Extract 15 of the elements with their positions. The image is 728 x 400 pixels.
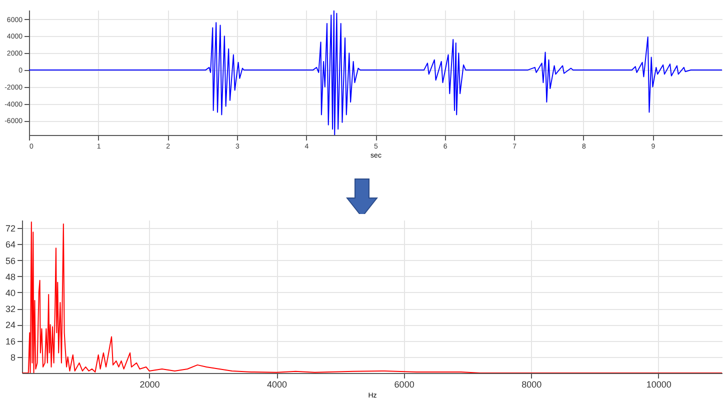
y-tick-label: 48 [5,272,16,282]
y-tick-label: 56 [5,256,16,266]
y-tick-label: 16 [5,336,16,346]
y-tick-label: 24 [5,320,16,330]
y-tick-label: 40 [5,288,16,298]
line-series [22,222,722,373]
x-tick-label: 8000 [522,380,542,390]
x-tick-label: 2000 [140,380,160,390]
y-tick-label: 8 [10,352,16,362]
x-tick-label: 4000 [267,380,288,390]
x-tick-label: 6000 [394,380,414,390]
y-tick-label: 64 [5,240,16,250]
x-tick-label: 10000 [646,380,672,390]
y-tick-label: 32 [5,304,16,314]
y-tick-label: 72 [5,224,16,234]
